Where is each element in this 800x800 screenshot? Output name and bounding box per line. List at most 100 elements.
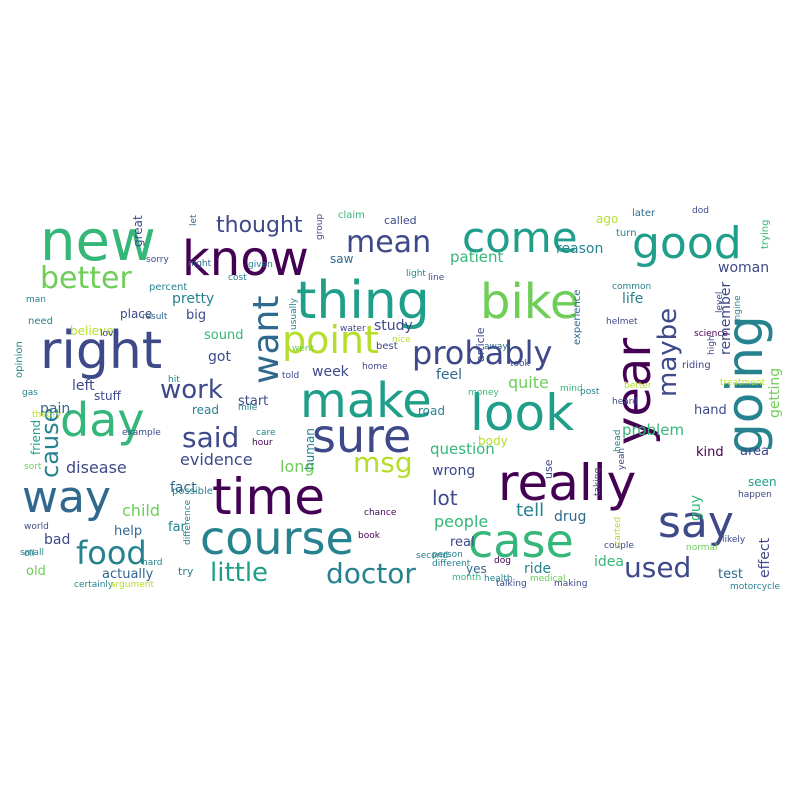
word-yes: yes [466, 562, 487, 576]
word-light: light [406, 269, 426, 279]
word-person: person [432, 550, 463, 560]
word-lot: lot [432, 486, 458, 510]
word-long: long [280, 457, 315, 476]
word-started: started [613, 517, 623, 549]
word-experience: experience [572, 290, 583, 345]
word-fact: fact [170, 480, 197, 496]
word-engine: engine [733, 295, 743, 326]
word-second: second [416, 551, 448, 561]
word-say: say [658, 497, 734, 548]
word-treatment: treatment [720, 378, 766, 388]
word-theory: theory [32, 410, 62, 420]
word-difference: difference [183, 499, 193, 545]
word-try: try [178, 565, 194, 578]
word-believe: believe [70, 324, 114, 338]
word-said: said [182, 421, 239, 454]
word-remember: remember [718, 282, 734, 355]
word-making: making [554, 579, 587, 589]
word-want: want [246, 296, 287, 384]
word-maybe: maybe [653, 308, 683, 397]
word-couple: couple [604, 541, 634, 551]
word-right: right [40, 321, 162, 381]
word-look: look [470, 384, 574, 442]
word-took: took [510, 359, 531, 369]
word-man: man [26, 295, 46, 305]
word-science: science [694, 329, 728, 339]
word-told: told [282, 371, 299, 381]
word-high: high [707, 335, 717, 355]
word-cause: cause [36, 408, 64, 478]
word-hit: hit [168, 375, 180, 385]
word-normal: normal [686, 543, 718, 553]
word-away: away [484, 342, 508, 352]
word-example: example [122, 428, 161, 438]
word-area: area [740, 444, 769, 459]
word-mean: mean [346, 225, 431, 260]
word-disease: disease [66, 458, 127, 477]
word-place: place [120, 307, 152, 321]
word-motorcycle: motorcycle [730, 582, 781, 592]
word-bad: bad [44, 532, 70, 548]
word-percent: percent [149, 282, 187, 293]
word-course: course [200, 511, 354, 565]
word-question: question [430, 440, 495, 458]
word-test: test [718, 567, 743, 582]
word-used: used [624, 551, 691, 584]
word-best: best [376, 341, 398, 352]
word-dod: dod [692, 206, 709, 216]
word-tell: tell [516, 500, 544, 521]
word-health: health [484, 574, 513, 584]
word-home: home [362, 362, 388, 372]
word-thought: thought [216, 213, 303, 238]
word-turn: turn [616, 228, 637, 239]
word-getting: getting [767, 368, 783, 418]
word-child: child [122, 501, 160, 520]
word-likely: likely [722, 535, 746, 545]
word-start: start [238, 394, 268, 409]
word-better: better [40, 261, 132, 296]
word-riding: riding [682, 360, 711, 371]
word-hour: hour [252, 438, 273, 448]
word-post: post [580, 387, 600, 397]
word-cost: cost [228, 273, 247, 283]
word-pretty: pretty [172, 291, 214, 307]
word-road: road [418, 404, 445, 418]
word-real: real [450, 535, 475, 550]
word-thing: thing [296, 271, 430, 331]
word-idea: idea [594, 554, 624, 570]
word-ride: ride [524, 561, 551, 577]
word-kind: kind [696, 445, 724, 460]
word-hand: hand [694, 403, 727, 418]
word-time: time [212, 468, 325, 526]
word-went: went [292, 344, 315, 354]
word-claim: claim [338, 210, 365, 221]
word-work: work [160, 375, 223, 405]
word-pain: pain [40, 401, 70, 417]
word-really: really [498, 454, 636, 512]
word-saw: saw [330, 252, 354, 266]
word-got: got [208, 349, 231, 365]
word-book: book [358, 531, 381, 541]
word-study: study [374, 318, 413, 334]
word-point: point [282, 318, 379, 362]
word-actually: actually [102, 567, 154, 582]
word-sound: sound [204, 328, 243, 343]
word-water: water [340, 324, 366, 334]
word-seen: seen [748, 475, 777, 489]
word-result: result [142, 312, 168, 322]
word-problem: problem [622, 421, 684, 439]
word-case: case [468, 514, 574, 568]
word-group: group [315, 214, 325, 240]
word-quite: quite [508, 373, 549, 392]
word-msg: msg [353, 446, 413, 479]
word-way: way [22, 472, 111, 523]
word-life: life [622, 291, 643, 307]
word-article: article [474, 327, 487, 362]
word-friend: friend [29, 420, 43, 455]
word-evidence: evidence [180, 450, 253, 469]
word-world: world [24, 522, 49, 532]
word-drug: drug [554, 509, 586, 525]
word-left: left [72, 378, 95, 394]
word-bike: bike [480, 274, 579, 330]
